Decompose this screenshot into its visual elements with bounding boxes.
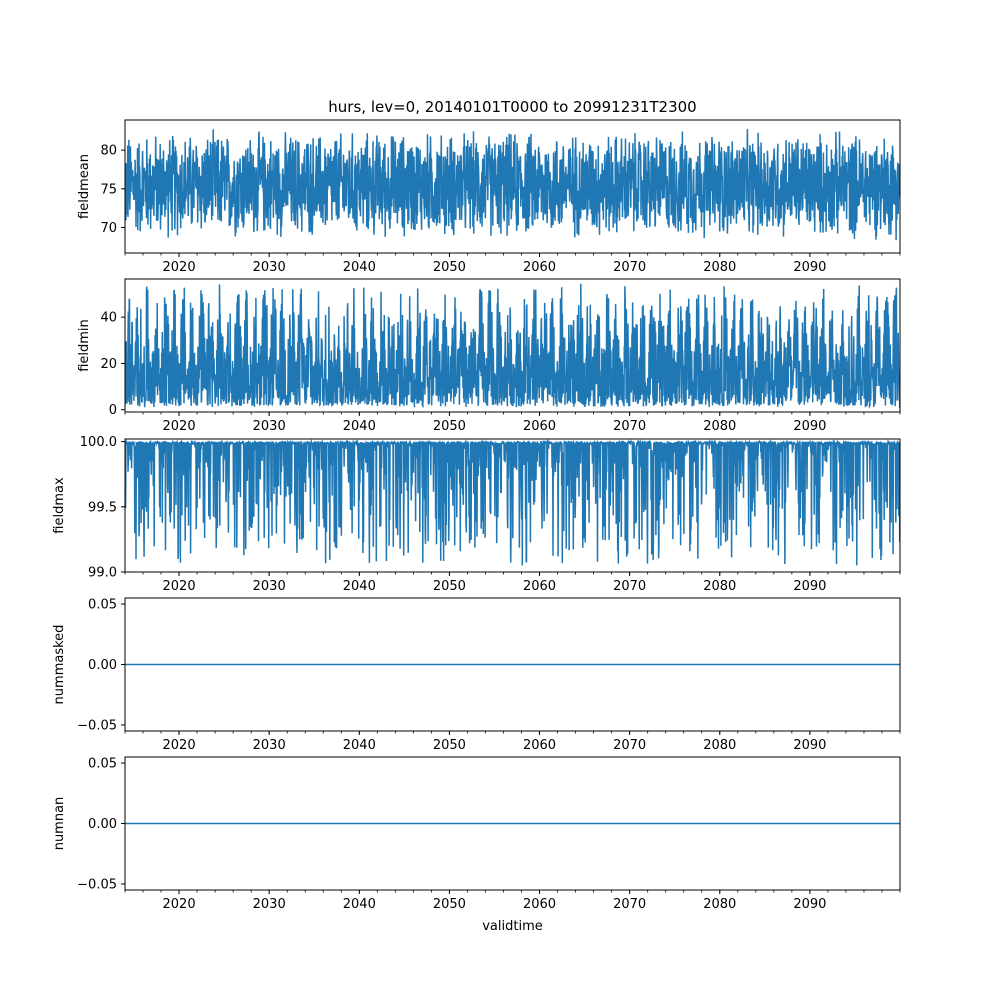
- x-tick-label: 2070: [613, 579, 646, 594]
- x-tick-label: 2030: [253, 260, 286, 275]
- x-tick-label: 2030: [253, 419, 286, 434]
- y-tick-label: 0.00: [88, 658, 117, 673]
- y-tick-label: 70: [100, 221, 117, 236]
- x-tick-label: 2020: [163, 897, 196, 912]
- subplot-numnan: −0.05 0.00 0.05 2020 2030 2040 2050 2060 2070 208…: [52, 756, 901, 912]
- y-tick-label: 99.0: [88, 566, 117, 581]
- y-tick-label: 80: [100, 144, 117, 159]
- x-tick-label: 2070: [613, 260, 646, 275]
- x-tick-label: 2030: [253, 897, 286, 912]
- series-line-fieldmin: [125, 283, 900, 409]
- x-tick-label: 2080: [703, 260, 736, 275]
- x-tick-label: 2070: [613, 738, 646, 753]
- x-tick-label: 2050: [433, 579, 466, 594]
- x-tick-label: 2090: [793, 419, 826, 434]
- x-tick-label: 2060: [523, 419, 556, 434]
- x-tick-label: 2060: [523, 897, 556, 912]
- x-tick-label: 2040: [343, 738, 376, 753]
- x-tick-label: 2040: [343, 419, 376, 434]
- subplot-fieldmean: 70 75 80 2020 2030 2040 2050 2060 2070 2080 2090 fi…: [77, 119, 901, 275]
- x-axis-label: validtime: [482, 919, 543, 934]
- x-tick-label: 2050: [433, 419, 466, 434]
- x-tick-label: 2040: [343, 579, 376, 594]
- y-tick-label: −0.05: [77, 718, 117, 733]
- axes-frame: [124, 119, 901, 254]
- x-tick-label: 2050: [433, 260, 466, 275]
- x-tick-label: 2030: [253, 738, 286, 753]
- x-tick-label: 2090: [793, 260, 826, 275]
- x-tick-label: 2050: [433, 738, 466, 753]
- y-tick-label: 0.00: [88, 817, 117, 832]
- x-tick-label: 2080: [703, 897, 736, 912]
- chart-title: hurs, lev=0, 20140101T0000 to 20991231T2…: [328, 98, 696, 116]
- y-tick-label: 20: [100, 357, 117, 372]
- x-tick-label: 2080: [703, 419, 736, 434]
- x-tick-label: 2080: [703, 579, 736, 594]
- y-tick-label: 0.05: [88, 598, 117, 613]
- series-line-fieldmean: [125, 128, 900, 241]
- subplot-nummasked: −0.05 0.00 0.05 2020 2030 2040 2050 2060 2070 208…: [52, 597, 901, 753]
- y-tick-label: 99.5: [88, 500, 117, 515]
- x-tick-label: 2090: [793, 897, 826, 912]
- subplot-fieldmax: 99.0 99.5 100.0 2020 2030 2040 2050 2060 2070 208…: [52, 435, 901, 594]
- y-axis-label: numnan: [52, 797, 67, 851]
- x-tick-label: 2040: [343, 897, 376, 912]
- x-tick-label: 2060: [523, 260, 556, 275]
- x-tick-label: 2030: [253, 579, 286, 594]
- y-tick-label: 0.05: [88, 757, 117, 772]
- x-tick-label: 2060: [523, 738, 556, 753]
- x-tick-label: 2040: [343, 260, 376, 275]
- x-tick-label: 2050: [433, 897, 466, 912]
- x-tick-label: 2060: [523, 579, 556, 594]
- y-axis-label: fieldmin: [77, 319, 92, 372]
- y-axis-label: fieldmean: [77, 154, 92, 219]
- x-tick-label: 2080: [703, 738, 736, 753]
- series-line-fieldmax: [125, 439, 900, 566]
- y-axis-label: fieldmax: [52, 477, 67, 534]
- y-tick-label: 100.0: [80, 435, 117, 450]
- y-tick-label: 0: [109, 403, 117, 418]
- y-axis-label: nummasked: [52, 625, 67, 705]
- axes-frame: [124, 438, 901, 573]
- x-tick-label: 2020: [163, 579, 196, 594]
- axes-frame: [124, 278, 901, 413]
- x-tick-label: 2020: [163, 738, 196, 753]
- y-tick-label: −0.05: [77, 877, 117, 892]
- y-tick-label: 75: [100, 182, 117, 197]
- x-tick-label: 2070: [613, 897, 646, 912]
- x-tick-label: 2020: [163, 260, 196, 275]
- x-tick-label: 2020: [163, 419, 196, 434]
- x-tick-label: 2090: [793, 738, 826, 753]
- y-tick-label: 40: [100, 311, 117, 326]
- x-tick-label: 2070: [613, 419, 646, 434]
- x-tick-label: 2090: [793, 579, 826, 594]
